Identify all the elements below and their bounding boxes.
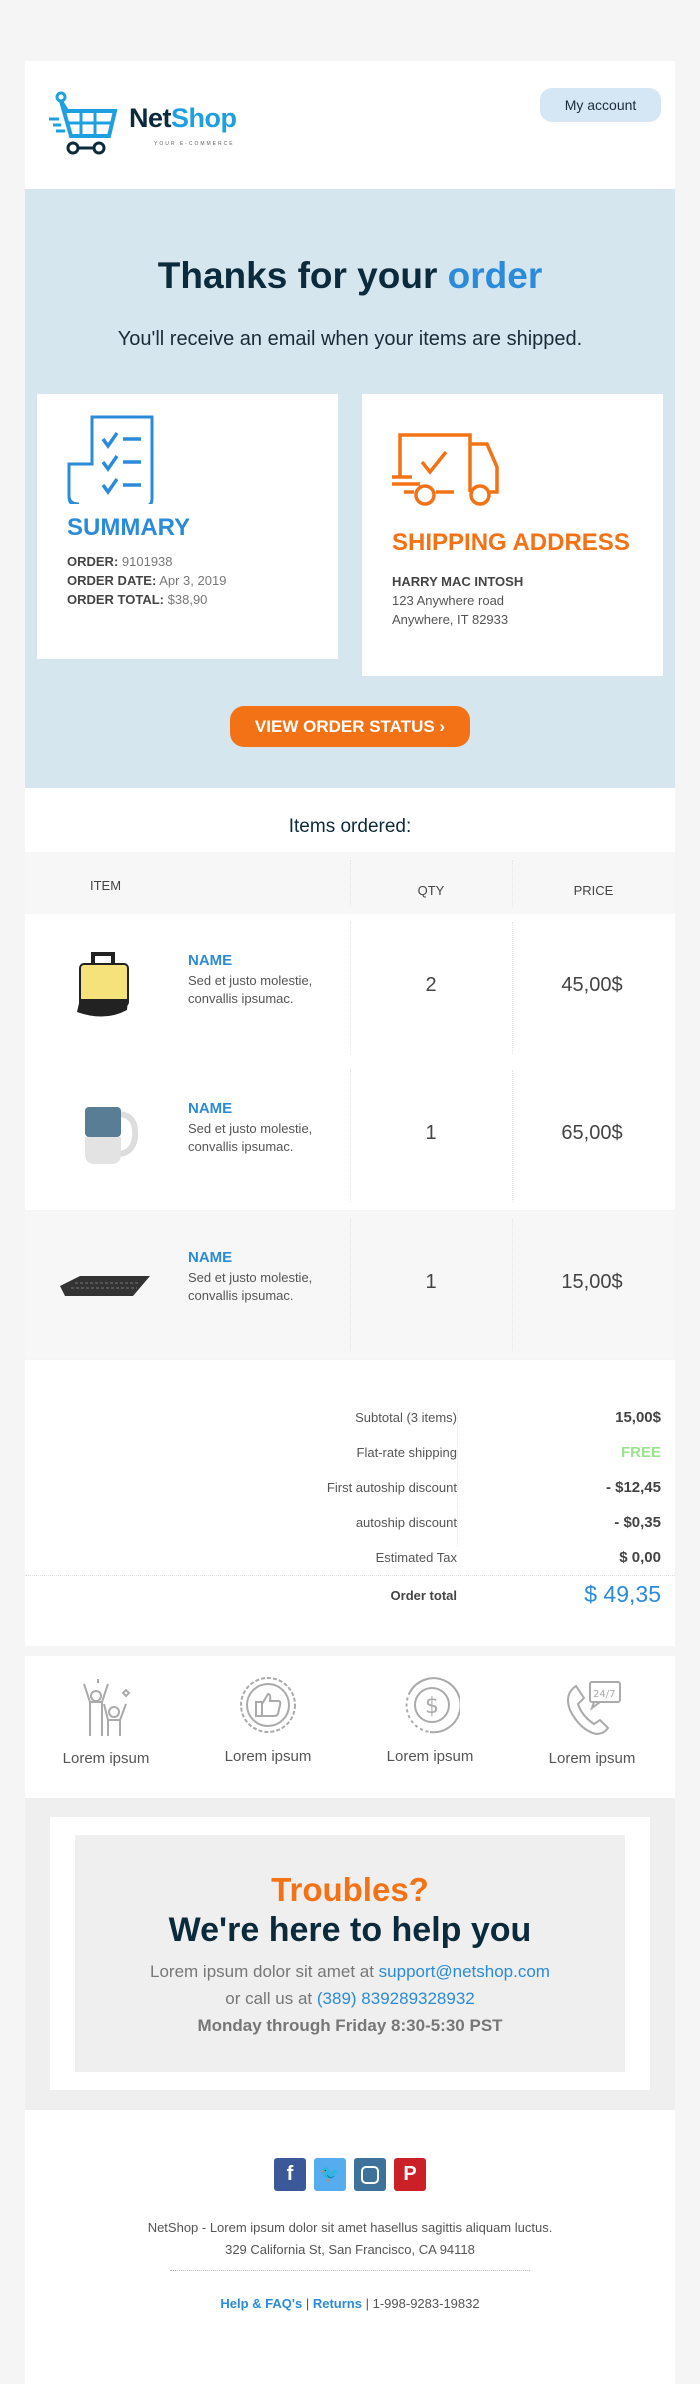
mug-image [85,1107,139,1164]
shopping-cart-icon [49,91,118,155]
item-description: Sed et justo molestie, convallis ipsumac… [188,1121,313,1154]
item-description: Sed et justo molestie, convallis ipsumac… [188,973,313,1006]
hero-section: Thanks for your order You'll receive an … [25,189,675,788]
facebook-icon[interactable]: f [274,2158,306,2191]
feature-item: 24/7 Lorem ipsum [511,1676,673,1767]
help-subtitle: We're here to help you [168,1911,532,1949]
item-name[interactable]: NAME [188,952,233,969]
shipping-address-card: SHIPPING ADDRESS HARRY MAC INTOSH 123 An… [362,394,663,676]
item-description: Sed et justo molestie, convallis ipsumac… [188,1270,313,1303]
summary-details: ORDER: 9101938 ORDER DATE: Apr 3, 2019 O… [67,554,227,607]
email-header: NetShop YOUR E-COMMERCE My account [25,61,675,189]
people-celebrating-icon [83,1679,131,1736]
support-email-link[interactable]: support@netshop.com [378,1962,550,1981]
items-ordered-heading: Items ordered: [25,788,675,852]
items-table-header: ITEM QTY PRICE [25,852,675,914]
feature-label: Lorem ipsum [62,1750,150,1767]
feature-item: Lorem ipsum [25,1676,187,1767]
feature-label: Lorem ipsum [548,1750,636,1767]
item-qty: 1 [425,1271,437,1293]
support-phone-link[interactable]: (389) 839289328932 [316,1989,475,2008]
subtotal-value: 15,00$ [615,1409,661,1426]
first-autoship-value: - $12,45 [605,1479,661,1496]
summary-heading: SUMMARY [67,514,191,541]
checklist-icon [67,415,154,504]
brand-tagline: YOUR E-COMMERCE [154,141,235,147]
feature-item: $ Lorem ipsum [349,1674,511,1765]
column-item: ITEM [90,878,122,893]
thumbs-up-badge-icon [240,1677,296,1733]
summary-card: SUMMARY ORDER: 9101938 ORDER DATE: Apr 3… [37,394,338,659]
item-name[interactable]: NAME [188,1100,233,1117]
table-row: NAME Sed et justo molestie, convallis ip… [25,914,675,1062]
pinterest-icon[interactable]: P [394,2158,426,2191]
delivery-truck-icon [392,433,499,506]
item-price: 15,00$ [561,1271,623,1293]
order-total-label: Order total [390,1588,457,1603]
tax-label: Estimated Tax [375,1550,457,1565]
column-price: PRICE [573,883,614,898]
help-faq-link[interactable]: Help & FAQ's [220,2296,303,2311]
footer-phone: 1-998-9283-19832 [372,2296,480,2311]
item-price: 45,00$ [561,974,623,996]
totals-divider [25,1575,675,1576]
column-divider [350,860,351,906]
twitter-icon[interactable]: 🐦 [314,2158,346,2191]
item-price: 65,00$ [561,1122,623,1144]
column-divider [512,860,513,906]
netshop-logo[interactable]: NetShop YOUR E-COMMERCE [47,91,247,161]
my-account-button[interactable]: My account [540,88,661,122]
item-qty: 2 [425,974,437,996]
keyboard-image [60,1276,150,1296]
features-row: Lorem ipsum Lorem ipsum $ Lorem ipsum 24… [25,1656,675,1798]
footer: f 🐦 P NetShop - Lorem ipsum dolor sit am… [25,2110,675,2384]
order-total-value: $ 49,35 [584,1581,661,1607]
feature-label: Lorem ipsum [386,1748,474,1765]
hero-subtitle: You'll receive an email when your items … [117,328,583,350]
help-title: Troubles? [271,1871,429,1908]
svg-text:24/7: 24/7 [593,1689,615,1700]
first-autoship-label: First autoship discount [326,1480,457,1495]
page-title: Thanks for your order [157,255,543,296]
footer-links: Help & FAQ's | Returns | 1-998-9283-1983… [220,2296,480,2311]
item-name[interactable]: NAME [188,1249,233,1266]
footer-divider [170,2270,530,2271]
view-order-status-button[interactable]: VIEW ORDER STATUS › [230,706,470,747]
help-section: Troubles? We're here to help you Lorem i… [25,1798,675,2110]
shipping-value: FREE [620,1444,661,1461]
shipping-heading: SHIPPING ADDRESS [392,529,630,556]
support-hours: Monday through Friday 8:30-5:30 PST [197,2016,503,2035]
item-qty: 1 [425,1122,437,1144]
phone-24-7-icon: 24/7 [567,1681,621,1736]
feature-item: Lorem ipsum [187,1674,349,1765]
autoship-value: - $0,35 [614,1514,661,1531]
dollar-refund-icon: $ [405,1677,460,1734]
instagram-icon[interactable] [354,2158,386,2191]
table-row: NAME Sed et justo molestie, convallis ip… [25,1062,675,1210]
brand-name: NetShop [129,103,237,133]
shipping-label: Flat-rate shipping [356,1445,457,1460]
column-qty: QTY [417,883,445,898]
returns-link[interactable]: Returns [312,2296,362,2311]
footer-about: NetShop - Lorem ipsum dolor sit amet has… [147,2220,553,2257]
autoship-label: autoship discount [355,1515,457,1530]
shipping-details: HARRY MAC INTOSH 123 Anywhere road Anywh… [392,574,524,627]
table-row: NAME Sed et justo molestie, convallis ip… [25,1211,675,1359]
subtotal-label: Subtotal (3 items) [355,1410,457,1425]
help-contact: Lorem ipsum dolor sit amet at support@ne… [150,1962,550,2035]
tax-value: $ 0,00 [619,1549,661,1566]
svg-text:$: $ [425,1694,439,1719]
order-totals: Subtotal (3 items) 15,00$ Flat-rate ship… [25,1360,675,1646]
laptop-bag-image [77,952,129,1017]
feature-label: Lorem ipsum [224,1748,312,1765]
